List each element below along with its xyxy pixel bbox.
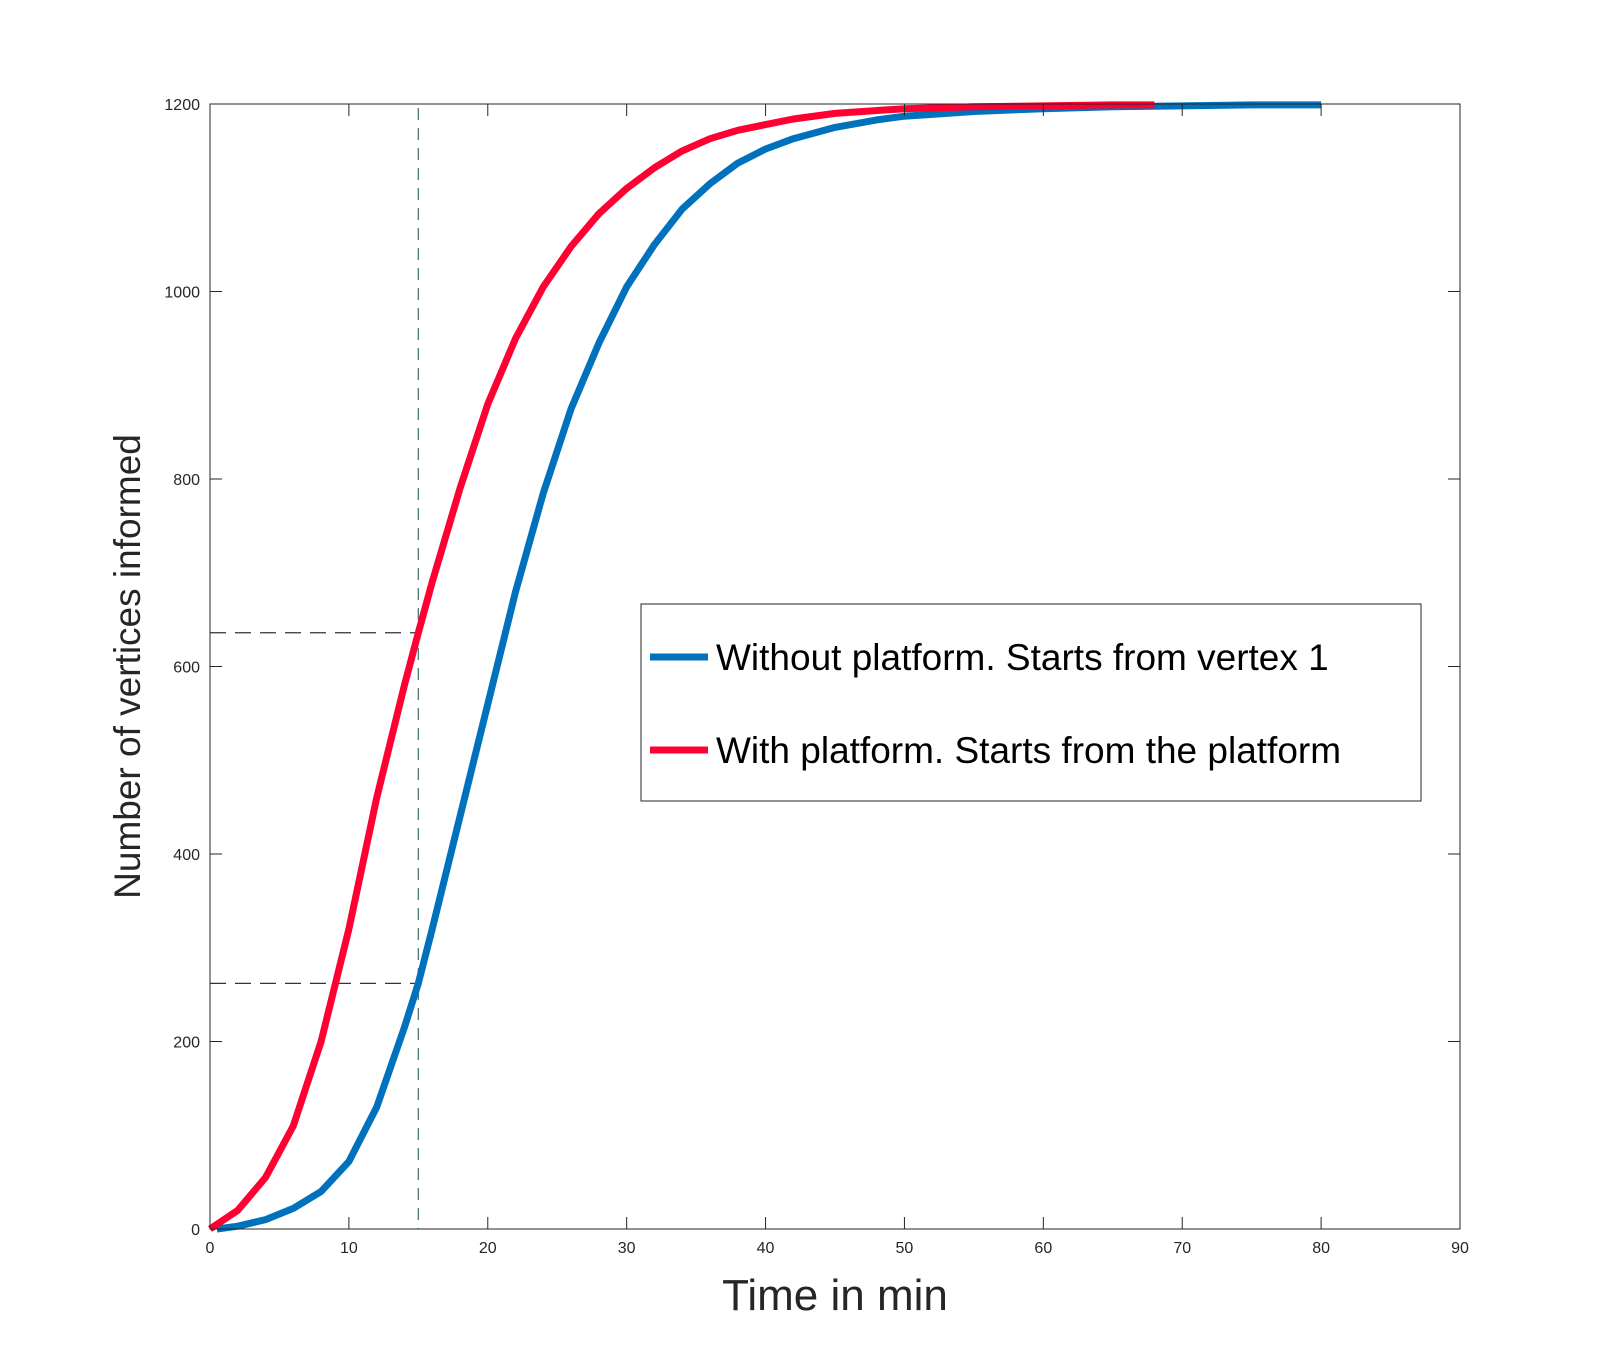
y-axis-label: Number of vertices informed [107, 434, 148, 899]
reference-lines [210, 108, 419, 1229]
series-line-0 [216, 101, 1322, 1233]
series-lines [208, 101, 1322, 1233]
x-tick-label: 50 [896, 1240, 914, 1257]
x-axis-label: Time in min [722, 1271, 948, 1320]
x-tick-label: 10 [340, 1240, 358, 1257]
x-tick-label: 70 [1173, 1240, 1191, 1257]
x-tick-label: 0 [206, 1240, 215, 1257]
y-tick-label: 600 [173, 660, 200, 677]
y-tick-label: 1000 [164, 285, 200, 302]
y-tick-label: 400 [173, 847, 200, 864]
x-tick-label: 40 [757, 1240, 775, 1257]
x-tick-label: 30 [618, 1240, 636, 1257]
legend-label-without-platform: Without platform. Starts from vertex 1 [716, 637, 1329, 678]
legend: Without platform. Starts from vertex 1 W… [640, 603, 1422, 802]
y-tick-label: 1200 [164, 97, 200, 114]
y-tick-label: 0 [191, 1222, 200, 1239]
series-line-1 [208, 101, 1155, 1232]
x-tick-label: 90 [1451, 1240, 1469, 1257]
legend-box [640, 603, 1422, 802]
x-tick-label: 60 [1034, 1240, 1052, 1257]
x-tick-label: 80 [1312, 1240, 1330, 1257]
axis-ticks: 0 10 20 30 40 50 60 70 80 90 0 200 400 600 800 1000 1200 [164, 97, 1469, 1257]
y-tick-label: 800 [173, 472, 200, 489]
y-tick-label: 200 [173, 1035, 200, 1052]
x-tick-label: 20 [479, 1240, 497, 1257]
legend-label-with-platform: With platform. Starts from the platform [716, 730, 1341, 771]
